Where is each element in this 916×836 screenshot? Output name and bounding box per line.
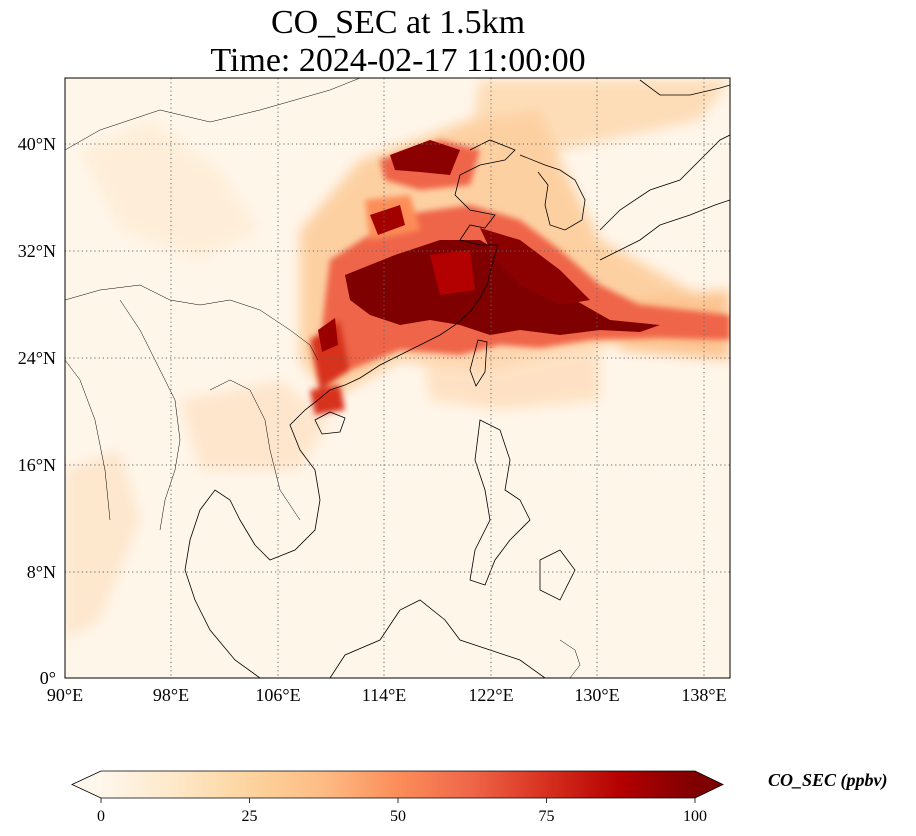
colorbar-extend-min [72,771,101,798]
colorbar-extend-max [695,771,723,798]
map-panel [65,78,730,678]
colorbar: 0 25 50 75 100 [71,770,724,825]
colorbar-tick-label: 50 [390,808,406,825]
map-title-line1: CO_SEC at 1.5km [270,4,526,41]
lat-tick-label: 16°N [18,455,56,475]
lat-tick-label: 24°N [18,348,56,368]
lon-tick-label: 130°E [574,685,619,705]
lon-tick-label: 90°E [47,685,83,705]
colorbar-tick-label: 25 [242,808,258,825]
colorbar-label: CO_SEC (ppbv) [768,770,888,790]
colorbar-tick-label: 0 [97,808,105,825]
lat-tick-label: 8°N [27,562,56,582]
lon-tick-label: 114°E [362,685,407,705]
lon-tick-label: 122°E [468,685,513,705]
lon-tick-label: 106°E [255,685,300,705]
map-title-line2: Time: 2024-02-17 11:00:00 [210,42,586,79]
lat-tick-label: 40°N [18,134,56,154]
lon-axis: 90°E 98°E 106°E 114°E 122°E 130°E 138°E [47,685,727,705]
lat-tick-label: 32°N [18,241,56,261]
lat-tick-label: 0° [40,668,56,688]
lat-axis: 0° 8°N 16°N 24°N 32°N 40°N [18,134,56,688]
graticule [65,78,730,678]
map-frame [64,77,731,679]
colorbar-tick-label: 100 [683,808,707,825]
colorbar-tick-label: 75 [539,808,555,825]
lon-tick-label: 138°E [681,685,726,705]
coastlines [65,78,730,678]
colorbar-gradient [101,771,695,798]
lon-tick-label: 98°E [153,685,189,705]
concentration-field [65,80,730,640]
